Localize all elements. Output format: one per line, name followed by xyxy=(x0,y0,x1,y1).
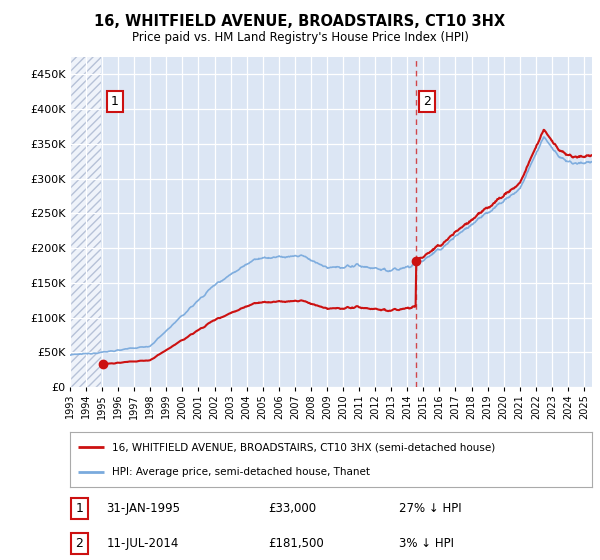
Text: £181,500: £181,500 xyxy=(268,537,324,550)
Text: HPI: Average price, semi-detached house, Thanet: HPI: Average price, semi-detached house,… xyxy=(112,466,370,477)
Text: Price paid vs. HM Land Registry's House Price Index (HPI): Price paid vs. HM Land Registry's House … xyxy=(131,31,469,44)
Text: 2: 2 xyxy=(423,95,431,108)
Text: 11-JUL-2014: 11-JUL-2014 xyxy=(107,537,179,550)
Text: 27% ↓ HPI: 27% ↓ HPI xyxy=(399,502,461,515)
Text: 16, WHITFIELD AVENUE, BROADSTAIRS, CT10 3HX (semi-detached house): 16, WHITFIELD AVENUE, BROADSTAIRS, CT10 … xyxy=(112,442,495,452)
Bar xyxy=(70,57,101,387)
Text: 2: 2 xyxy=(76,537,83,550)
Text: 31-JAN-1995: 31-JAN-1995 xyxy=(107,502,181,515)
Text: 16, WHITFIELD AVENUE, BROADSTAIRS, CT10 3HX: 16, WHITFIELD AVENUE, BROADSTAIRS, CT10 … xyxy=(94,14,506,29)
Text: 1: 1 xyxy=(76,502,83,515)
Text: £33,000: £33,000 xyxy=(268,502,316,515)
Text: 3% ↓ HPI: 3% ↓ HPI xyxy=(399,537,454,550)
Text: 1: 1 xyxy=(111,95,119,108)
